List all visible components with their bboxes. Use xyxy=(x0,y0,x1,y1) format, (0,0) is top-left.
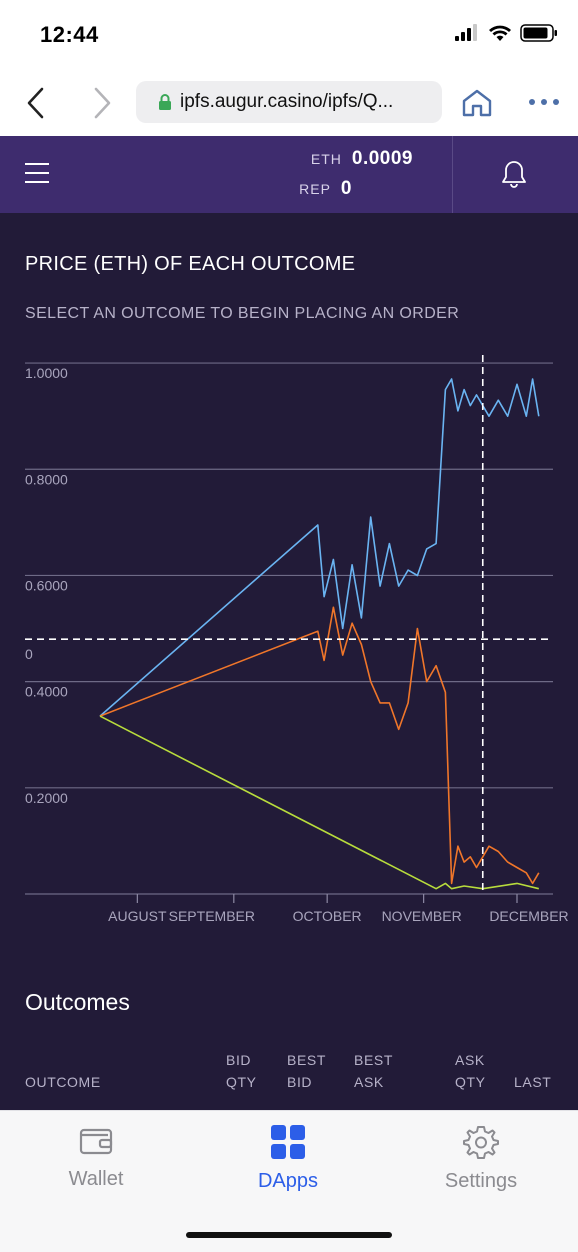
col-best-ask-line1: BEST xyxy=(354,1052,393,1068)
hamburger-menu-icon[interactable] xyxy=(25,163,49,183)
col-bid-qty: BID QTY xyxy=(226,1049,257,1093)
eth-balance: ETH 0.0009 xyxy=(311,148,413,170)
col-outcome: OUTCOME xyxy=(25,1074,101,1090)
col-best-bid-line1: BEST xyxy=(287,1052,326,1068)
x-tick-label: DECEMBER xyxy=(489,908,568,924)
address-bar[interactable]: ipfs.augur.casino/ipfs/Q... xyxy=(136,81,442,123)
col-ask-qty-line2: QTY xyxy=(455,1074,486,1090)
col-best-bid-line2: BID xyxy=(287,1074,313,1090)
dapps-grid-icon xyxy=(271,1125,305,1159)
forward-chevron-icon[interactable] xyxy=(86,86,116,120)
tab-wallet[interactable]: Wallet xyxy=(36,1125,156,1191)
rep-balance: REP 0 xyxy=(299,178,352,200)
y-tick-label: 0.4000 xyxy=(25,684,68,700)
col-best-ask-line2: ASK xyxy=(354,1074,384,1090)
x-tick-label: OCTOBER xyxy=(293,908,362,924)
col-ask-qty: ASK QTY xyxy=(455,1049,486,1093)
signal-icon xyxy=(455,24,477,41)
wifi-icon xyxy=(489,25,511,41)
col-best-bid: BEST BID xyxy=(287,1049,326,1093)
chart-title: PRICE (ETH) OF EACH OUTCOME xyxy=(25,253,356,275)
crosshair-label: 0 xyxy=(25,646,33,662)
rep-label: REP xyxy=(299,181,331,197)
x-tick-label: NOVEMBER xyxy=(382,908,462,924)
battery-icon xyxy=(520,24,557,42)
eth-value: 0.0009 xyxy=(351,148,413,169)
eth-label: ETH xyxy=(310,151,342,167)
y-tick-label: 0.2000 xyxy=(25,790,68,806)
url-text: ipfs.augur.casino/ipfs/Q... xyxy=(180,91,394,112)
wallet-icon xyxy=(79,1128,113,1155)
series-line-green xyxy=(99,715,539,890)
col-bid-qty-line2: QTY xyxy=(226,1074,257,1090)
tab-wallet-label: Wallet xyxy=(68,1168,124,1190)
y-tick-label: 0.8000 xyxy=(25,471,68,487)
col-bid-qty-line1: BID xyxy=(226,1052,252,1068)
lock-icon xyxy=(159,94,171,110)
y-tick-label: 0.6000 xyxy=(25,577,68,593)
header-divider xyxy=(452,136,453,213)
series-line-blue xyxy=(99,378,540,717)
status-time: 12:44 xyxy=(40,22,99,47)
home-indicator xyxy=(186,1232,392,1238)
back-chevron-icon[interactable] xyxy=(22,86,52,120)
gear-icon xyxy=(463,1126,499,1159)
app-header: ETH 0.0009 REP 0 xyxy=(0,136,578,213)
x-tick-label: SEPTEMBER xyxy=(169,908,255,924)
tab-dapps[interactable]: DApps xyxy=(228,1125,348,1193)
series-line-orange xyxy=(99,606,540,885)
market-content: PRICE (ETH) OF EACH OUTCOME SELECT AN OU… xyxy=(0,213,578,1110)
tab-bar: Wallet DApps Settings xyxy=(0,1110,578,1252)
col-best-ask: BEST ASK xyxy=(354,1049,393,1093)
browser-toolbar: ipfs.augur.casino/ipfs/Q... xyxy=(0,70,578,136)
tab-settings-label: Settings xyxy=(444,1170,518,1192)
chart-subtitle: SELECT AN OUTCOME TO BEGIN PLACING AN OR… xyxy=(25,305,460,322)
status-icons xyxy=(454,24,558,42)
home-icon[interactable] xyxy=(460,88,494,118)
bell-icon[interactable] xyxy=(500,159,528,189)
more-options-icon[interactable] xyxy=(527,90,561,114)
col-last: LAST xyxy=(514,1074,552,1090)
x-tick-label: AUGUST xyxy=(108,908,167,924)
status-bar: 12:44 xyxy=(0,0,578,70)
y-tick-label: 1.0000 xyxy=(25,365,68,381)
rep-value: 0 xyxy=(340,178,352,199)
price-chart[interactable]: 1.0000 0.8000 0.6000 0.4000 0.2000 AUGUST SEPT… xyxy=(0,343,578,933)
outcomes-title: Outcomes xyxy=(25,989,130,1015)
tab-dapps-label: DApps xyxy=(257,1170,319,1192)
tab-settings[interactable]: Settings xyxy=(421,1125,541,1193)
col-ask-qty-line1: ASK xyxy=(455,1052,485,1068)
